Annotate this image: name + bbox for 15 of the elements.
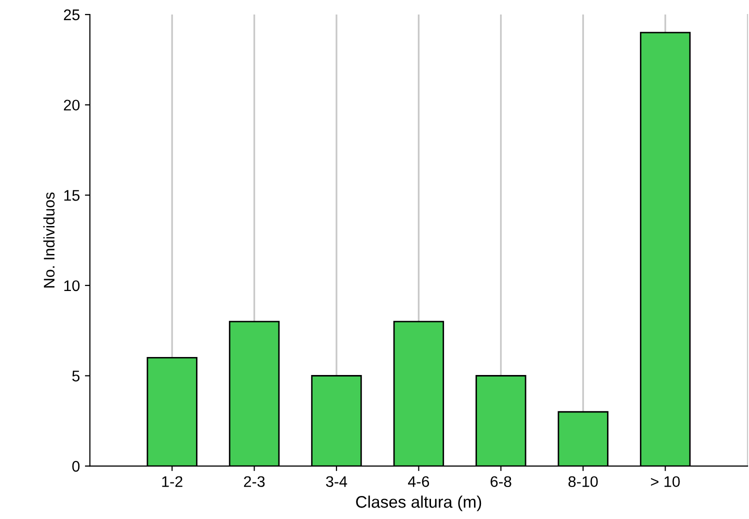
x-tick-label: 8-10 bbox=[568, 476, 598, 488]
y-tick-label: 25 bbox=[64, 9, 80, 20]
x-tick-label: 3-4 bbox=[326, 476, 348, 488]
y-axis-title: No. Individuos bbox=[43, 192, 55, 288]
x-tick-label: 1-2 bbox=[162, 476, 182, 487]
x-tick-label: 6-8 bbox=[490, 476, 512, 488]
x-tick-label: > 10 bbox=[650, 476, 680, 488]
x-axis-title: Clases altura (m) bbox=[356, 496, 482, 512]
x-tick-label: 2-3 bbox=[244, 476, 265, 488]
y-tick-label: 15 bbox=[64, 190, 80, 201]
y-tick-label: 5 bbox=[72, 370, 80, 382]
x-tick-label: 4-6 bbox=[408, 476, 430, 488]
y-tick-label: 10 bbox=[64, 280, 80, 292]
y-tick-label: 0 bbox=[72, 460, 80, 472]
y-tick-label: 20 bbox=[64, 100, 80, 111]
